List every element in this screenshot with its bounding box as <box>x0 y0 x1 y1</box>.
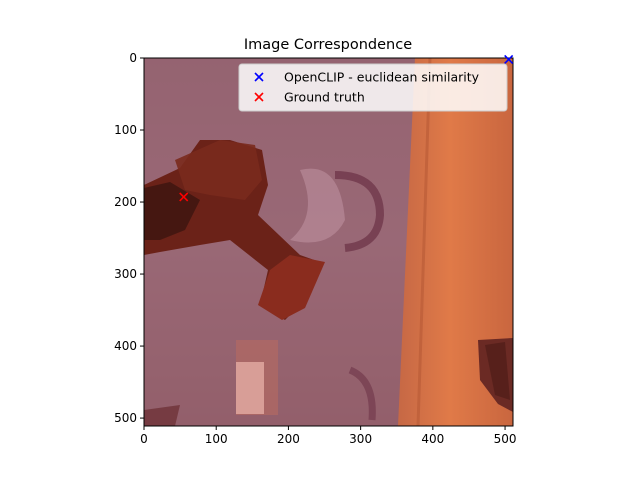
legend: OpenCLIP - euclidean similarity Ground tr… <box>238 63 508 112</box>
y-tick-label: 500 <box>114 411 137 425</box>
x-tick-label: 300 <box>349 432 372 446</box>
background-photo <box>144 58 513 426</box>
y-axis: 0 100 200 300 400 500 <box>114 51 144 425</box>
ground-truth-marker <box>179 192 189 202</box>
chart-title: Image Correspondence <box>244 37 412 53</box>
legend-label: OpenCLIP - euclidean similarity <box>284 70 480 85</box>
prediction-marker <box>504 54 514 65</box>
legend-marker <box>254 72 264 82</box>
y-tick-label: 100 <box>114 123 137 137</box>
x-tick-label: 100 <box>205 432 228 446</box>
x-tick-label: 500 <box>494 432 517 446</box>
data-points <box>179 54 514 202</box>
plot-area <box>143 57 514 427</box>
x-axis: 0 100 200 300 400 500 <box>140 426 517 446</box>
y-tick-label: 400 <box>114 339 137 353</box>
y-tick-label: 200 <box>114 195 137 209</box>
x-tick-label: 200 <box>277 432 300 446</box>
y-tick-label: 300 <box>114 267 137 281</box>
y-tick-label: 0 <box>129 51 137 65</box>
x-tick-label: 0 <box>140 432 148 446</box>
x-tick-label: 400 <box>421 432 444 446</box>
legend-label: Ground truth <box>284 90 365 105</box>
legend-box <box>238 63 508 112</box>
legend-marker <box>254 92 264 102</box>
